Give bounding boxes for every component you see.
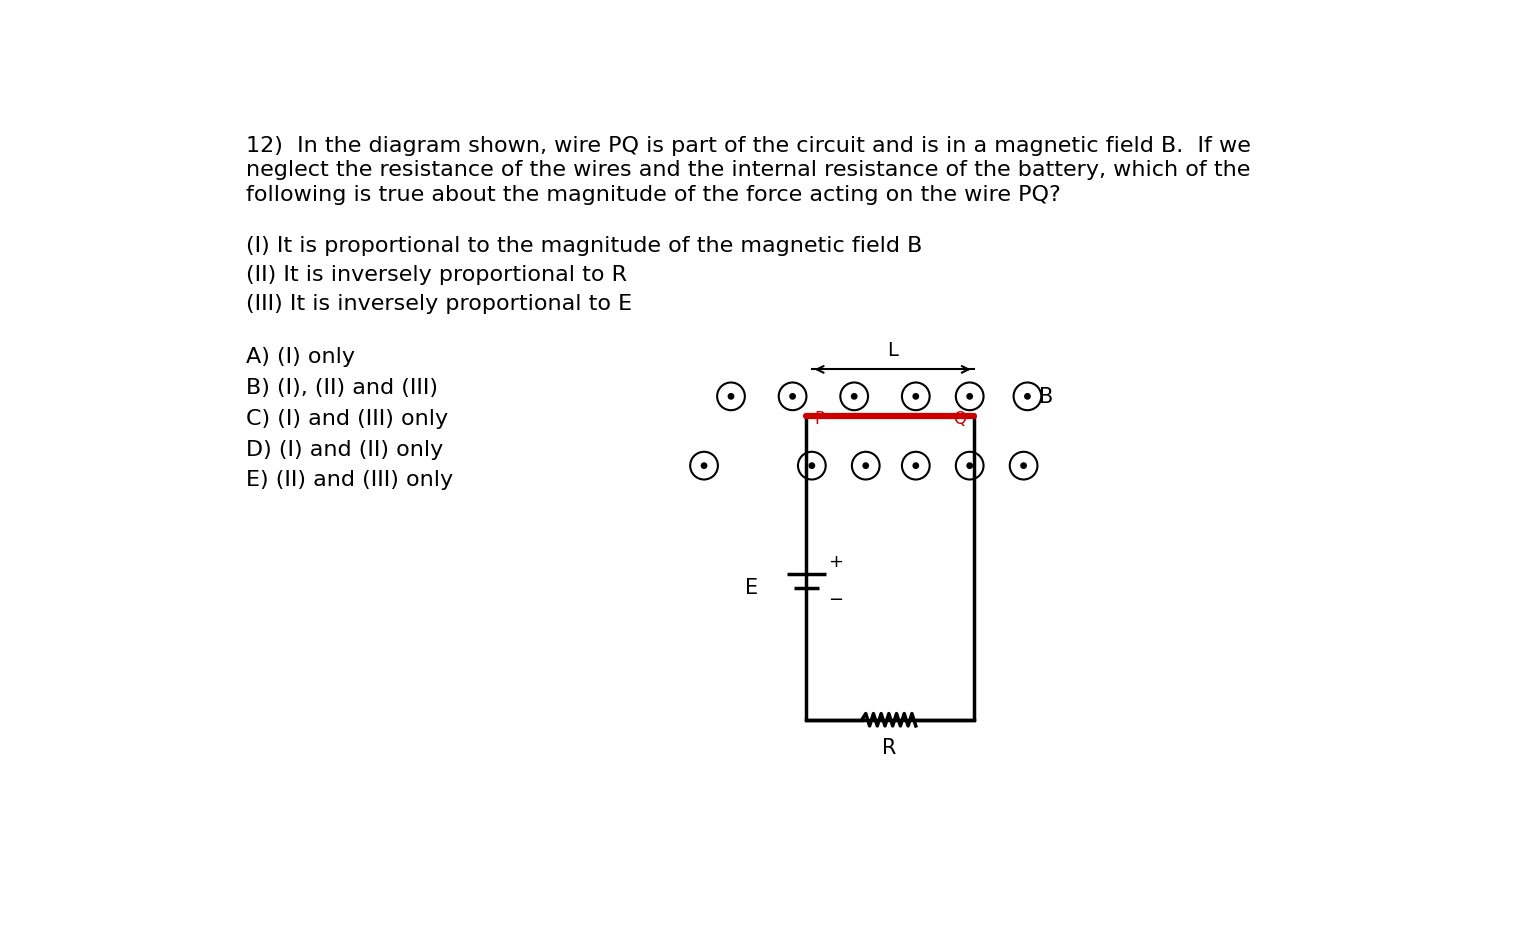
Text: E: E	[745, 577, 757, 597]
Circle shape	[1025, 394, 1031, 400]
Circle shape	[863, 463, 868, 469]
Circle shape	[1021, 463, 1026, 469]
Text: P: P	[814, 410, 825, 428]
Text: (I) It is proportional to the magnitude of the magnetic field B: (I) It is proportional to the magnitude …	[246, 235, 922, 256]
Text: following is true about the magnitude of the force acting on the wire PQ?: following is true about the magnitude of…	[246, 184, 1061, 205]
Text: −: −	[828, 590, 843, 608]
Circle shape	[702, 463, 707, 469]
Text: (III) It is inversely proportional to E: (III) It is inversely proportional to E	[246, 294, 631, 314]
Text: 12)  In the diagram shown, wire PQ is part of the circuit and is in a magnetic f: 12) In the diagram shown, wire PQ is par…	[246, 136, 1250, 155]
Circle shape	[912, 394, 919, 400]
Text: Q: Q	[952, 410, 966, 428]
Text: B: B	[1038, 387, 1054, 407]
Text: +: +	[828, 552, 843, 570]
Text: neglect the resistance of the wires and the internal resistance of the battery, : neglect the resistance of the wires and …	[246, 160, 1250, 180]
Text: A) (I) only: A) (I) only	[246, 347, 355, 367]
Text: E) (II) and (III) only: E) (II) and (III) only	[246, 470, 453, 490]
Circle shape	[790, 394, 796, 400]
Text: C) (I) and (III) only: C) (I) and (III) only	[246, 408, 449, 429]
Text: B) (I), (II) and (III): B) (I), (II) and (III)	[246, 378, 438, 398]
Circle shape	[912, 463, 919, 469]
Circle shape	[851, 394, 857, 400]
Circle shape	[728, 394, 734, 400]
Circle shape	[968, 394, 972, 400]
Circle shape	[968, 463, 972, 469]
Circle shape	[809, 463, 814, 469]
Text: R: R	[882, 737, 895, 757]
Text: L: L	[888, 341, 899, 359]
Text: (II) It is inversely proportional to R: (II) It is inversely proportional to R	[246, 265, 627, 285]
Text: D) (I) and (II) only: D) (I) and (II) only	[246, 439, 444, 460]
